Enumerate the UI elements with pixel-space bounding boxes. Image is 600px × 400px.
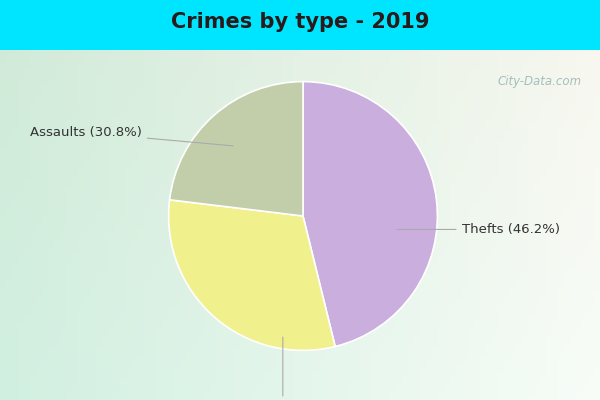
Wedge shape — [303, 82, 437, 346]
Wedge shape — [169, 200, 335, 350]
Text: Assaults (30.8%): Assaults (30.8%) — [30, 126, 233, 146]
Text: Burglaries (23.1%): Burglaries (23.1%) — [221, 337, 345, 400]
Wedge shape — [170, 82, 303, 216]
Text: Thefts (46.2%): Thefts (46.2%) — [397, 223, 560, 236]
Text: Crimes by type - 2019: Crimes by type - 2019 — [171, 12, 429, 32]
Text: City-Data.com: City-Data.com — [498, 74, 582, 88]
